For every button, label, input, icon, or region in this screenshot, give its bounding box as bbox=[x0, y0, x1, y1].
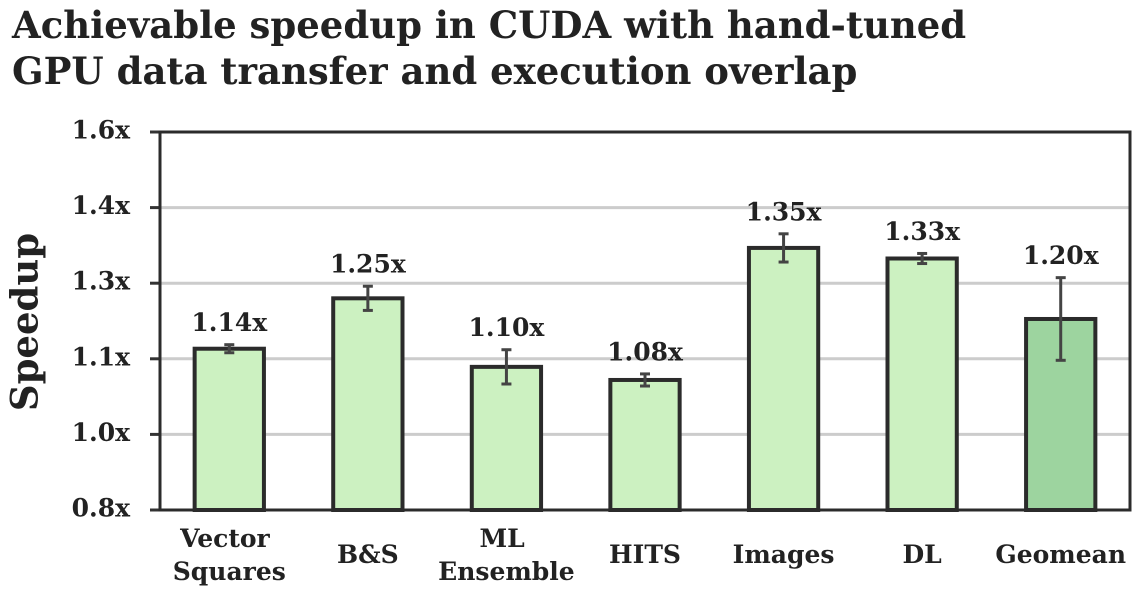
x-tick-label: Geomean bbox=[995, 540, 1126, 569]
bar-annotation: 1.08x bbox=[607, 337, 684, 366]
bar-annotation: 1.25x bbox=[330, 250, 407, 279]
error-bar bbox=[917, 251, 928, 266]
bar-annotation: 1.20x bbox=[1023, 241, 1100, 270]
bar bbox=[192, 346, 266, 512]
bar-annotation: 1.35x bbox=[746, 197, 823, 226]
x-tick-label: HITS bbox=[609, 540, 681, 569]
bar-annotation: 1.10x bbox=[469, 313, 546, 342]
error-bar bbox=[362, 284, 373, 312]
y-tick-label: 1.4x bbox=[72, 191, 131, 220]
y-tick-label: 0.8x bbox=[72, 494, 131, 523]
bar-annotation: 1.33x bbox=[884, 217, 961, 246]
chart-title: Achievable speedup in CUDA with hand-tun… bbox=[12, 3, 967, 93]
bar bbox=[331, 296, 405, 512]
x-tick-label: DL bbox=[903, 540, 943, 569]
bar bbox=[885, 256, 959, 512]
x-tick-label: Vector Squares bbox=[173, 524, 286, 586]
x-tick-label: B&S bbox=[337, 540, 399, 569]
bar bbox=[469, 364, 544, 513]
y-tick-label: 1.0x bbox=[72, 418, 131, 447]
error-bar bbox=[640, 372, 650, 388]
bar bbox=[746, 245, 821, 512]
y-tick-label: 1.3x bbox=[72, 267, 131, 296]
error-bar bbox=[224, 343, 235, 355]
y-axis-label: Speedup bbox=[3, 233, 47, 411]
x-tick-label: Images bbox=[733, 540, 835, 569]
y-tick-label: 1.6x bbox=[72, 116, 131, 145]
error-bar bbox=[778, 232, 789, 264]
error-bar bbox=[1055, 276, 1066, 362]
plot-frame bbox=[158, 130, 1132, 512]
bar bbox=[608, 377, 682, 512]
y-tick-label: 1.1x bbox=[72, 342, 131, 371]
bar-annotation: 1.14x bbox=[191, 308, 268, 337]
x-tick-label: ML Ensemble bbox=[438, 524, 575, 586]
error-bar bbox=[501, 348, 512, 386]
